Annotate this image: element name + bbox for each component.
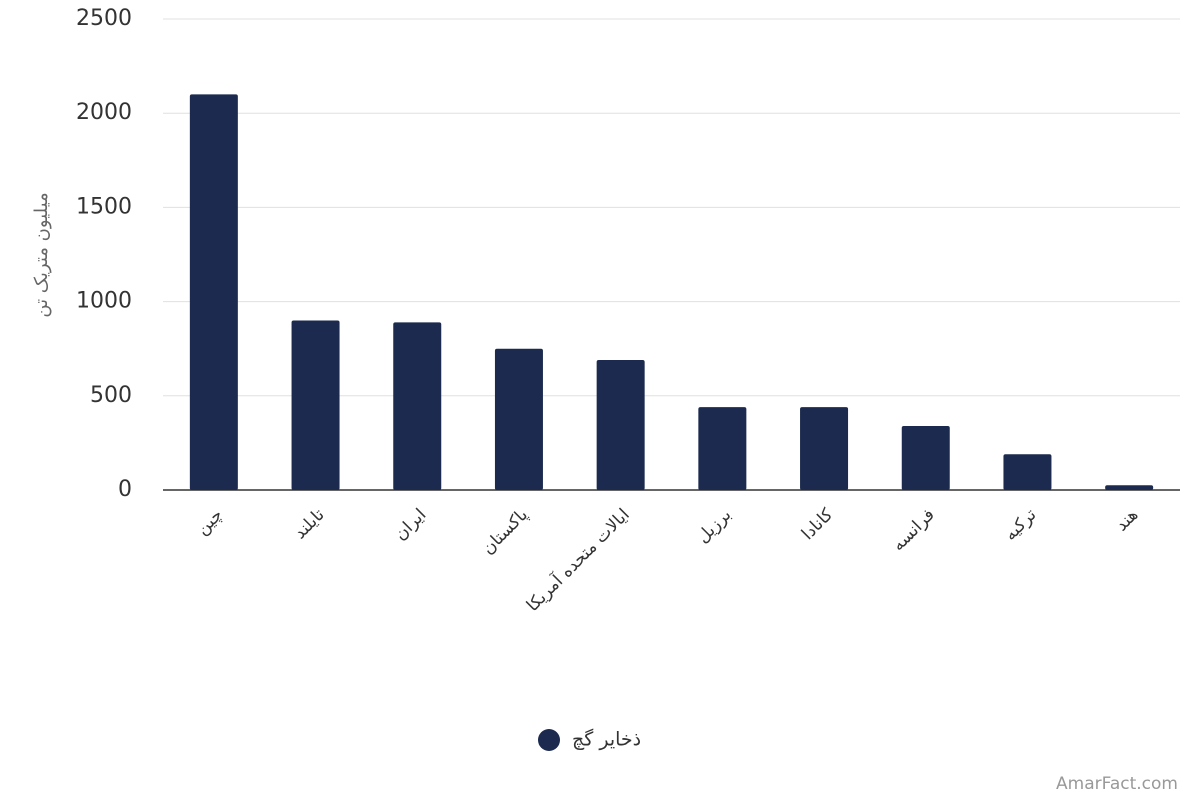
bar: [494, 348, 543, 490]
y-tick-label: 2500: [76, 6, 132, 31]
bar: [596, 360, 645, 490]
x-tick-label: هند: [1112, 505, 1142, 535]
x-tick-label: ایران: [391, 505, 431, 545]
y-tick-label: 1000: [76, 289, 132, 314]
x-tick-label: فرانسه: [888, 505, 938, 555]
y-tick-label: 1500: [76, 194, 132, 219]
y-tick-label: 0: [118, 477, 132, 502]
bar: [901, 425, 950, 490]
watermark: AmarFact.com: [1056, 774, 1178, 794]
y-tick-label: 500: [90, 383, 132, 408]
legend-label: ذخایر گچ: [572, 728, 641, 751]
x-tick-label: تایلند: [290, 505, 329, 544]
bar: [189, 94, 238, 491]
x-tick-label: ایالات متحده آمریکا: [522, 504, 634, 616]
bar: [698, 407, 747, 490]
x-tick-label: پاکستان: [478, 505, 532, 559]
legend-marker: [538, 729, 560, 751]
bar: [1003, 454, 1052, 490]
x-tick-label: کانادا: [798, 504, 838, 544]
y-tick-label: 2000: [76, 100, 132, 125]
bar: [800, 407, 849, 490]
x-tick-label: برزیل: [693, 505, 735, 547]
bar: [1105, 485, 1154, 490]
bar: [393, 322, 442, 490]
x-tick-label: ترکیه: [1001, 505, 1041, 545]
x-tick-label: چین: [193, 505, 227, 539]
bar: [291, 320, 340, 490]
y-axis-label: میلیون متریک تن: [31, 192, 52, 317]
